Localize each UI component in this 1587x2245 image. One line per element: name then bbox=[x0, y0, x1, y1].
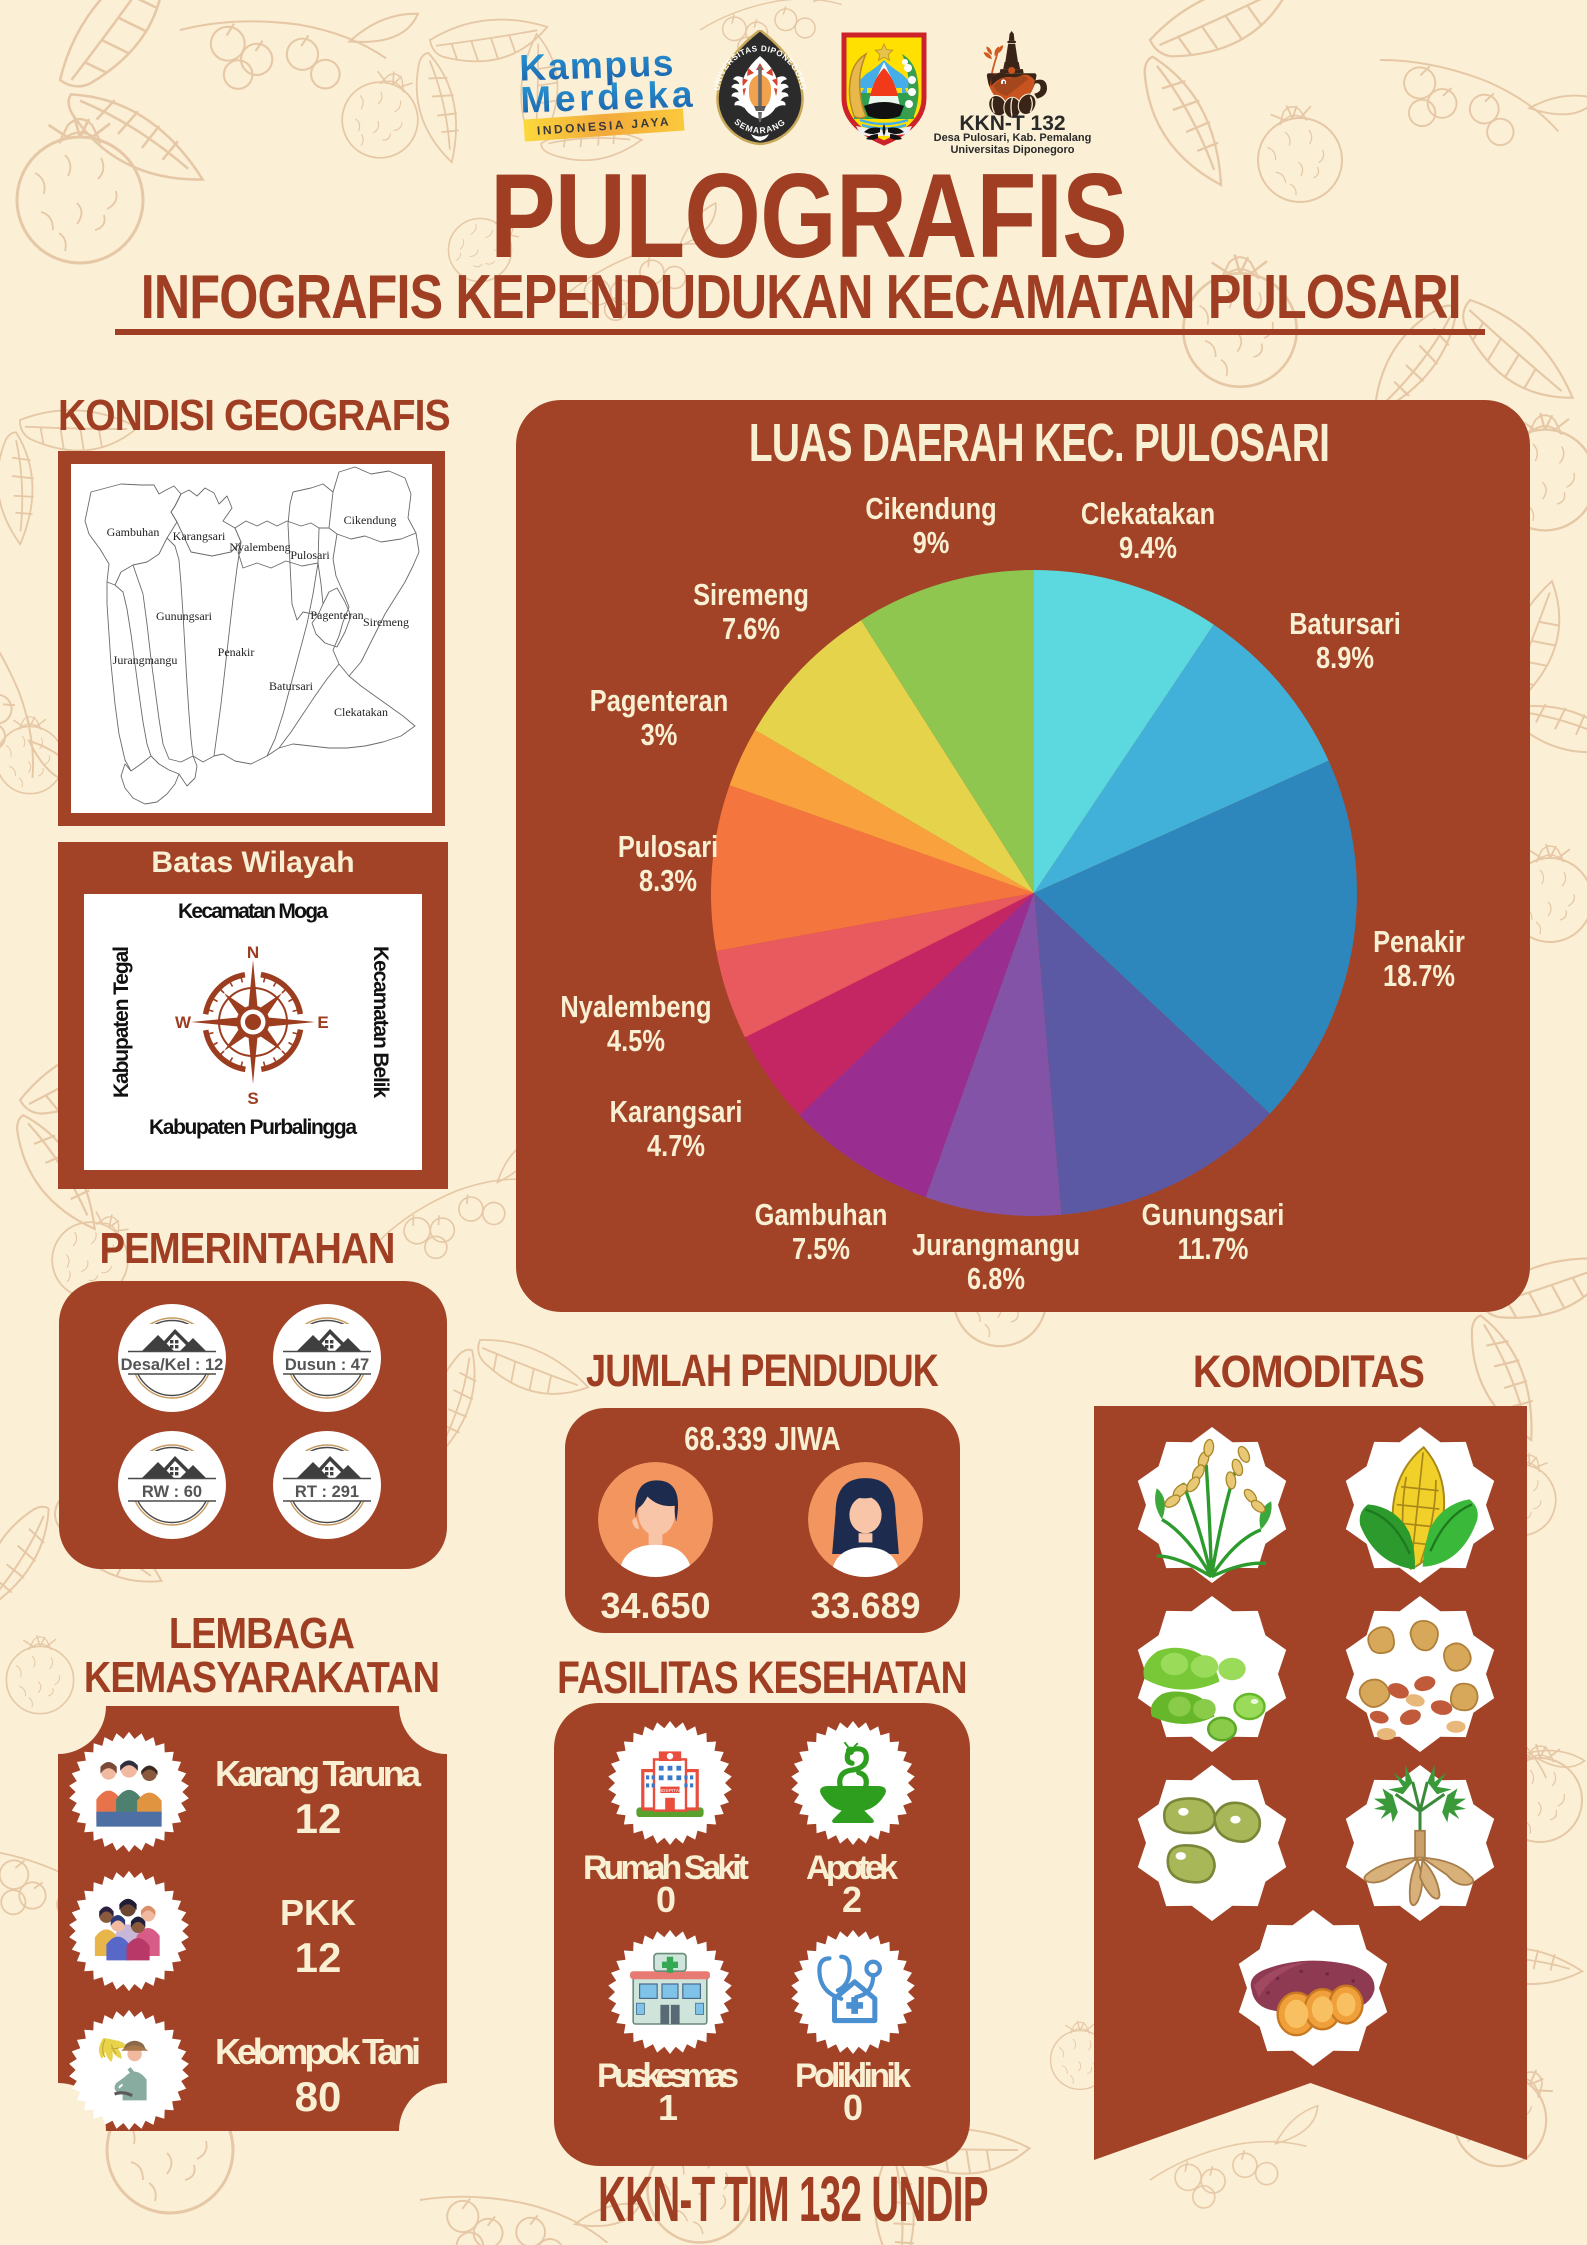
svg-text:12: 12 bbox=[295, 1934, 342, 1981]
svg-text:RW : 60: RW : 60 bbox=[142, 1483, 202, 1501]
svg-text:Penakir: Penakir bbox=[218, 645, 255, 659]
svg-text:E: E bbox=[317, 1013, 328, 1032]
svg-text:Rumah Sakit: Rumah Sakit bbox=[583, 1849, 749, 1887]
svg-text:Gunungsari: Gunungsari bbox=[156, 609, 213, 623]
svg-text:N: N bbox=[247, 943, 259, 962]
svg-text:PKK: PKK bbox=[280, 1892, 356, 1933]
svg-text:Pagenteran: Pagenteran bbox=[310, 608, 363, 622]
svg-text:2: 2 bbox=[842, 1879, 862, 1920]
svg-text:Kecamatan Moga: Kecamatan Moga bbox=[178, 900, 328, 923]
svg-text:0: 0 bbox=[656, 1879, 676, 1920]
svg-text:12: 12 bbox=[295, 1795, 342, 1842]
svg-text:HOSPITAL: HOSPITAL bbox=[658, 1788, 682, 1794]
svg-text:Kelompok Tani: Kelompok Tani bbox=[215, 2031, 421, 2072]
svg-text:Karang Taruna: Karang Taruna bbox=[215, 1753, 422, 1794]
svg-text:Nyalembeng: Nyalembeng bbox=[229, 540, 290, 554]
svg-text:Kabupaten Purbalingga: Kabupaten Purbalingga bbox=[149, 1116, 357, 1139]
svg-text:Pulosari: Pulosari bbox=[290, 548, 330, 562]
svg-text:Desa/Kel : 12: Desa/Kel : 12 bbox=[121, 1356, 224, 1374]
svg-text:80: 80 bbox=[295, 2073, 342, 2120]
svg-text:Jurangmangu: Jurangmangu bbox=[113, 653, 178, 667]
svg-text:Cikendung: Cikendung bbox=[344, 513, 397, 527]
svg-text:W: W bbox=[175, 1013, 192, 1032]
svg-text:1: 1 bbox=[658, 2087, 678, 2128]
svg-text:Clekatakan: Clekatakan bbox=[334, 705, 388, 719]
svg-text:Puskesmas: Puskesmas bbox=[597, 2057, 739, 2095]
svg-text:Dusun : 47: Dusun : 47 bbox=[285, 1356, 369, 1374]
svg-text:S: S bbox=[247, 1089, 258, 1108]
svg-text:Apotek: Apotek bbox=[806, 1849, 898, 1887]
svg-text:Batursari: Batursari bbox=[269, 679, 314, 693]
svg-text:RT : 291: RT : 291 bbox=[295, 1483, 359, 1501]
svg-text:0: 0 bbox=[843, 2087, 863, 2128]
svg-text:Siremeng: Siremeng bbox=[363, 615, 409, 629]
svg-text:Gambuhan: Gambuhan bbox=[107, 525, 160, 539]
svg-text:Karangsari: Karangsari bbox=[173, 529, 226, 543]
svg-text:Kecamatan Belik: Kecamatan Belik bbox=[369, 946, 392, 1098]
svg-text:Poliklinik: Poliklinik bbox=[795, 2057, 911, 2095]
svg-text:Kabupaten Tegal: Kabupaten Tegal bbox=[110, 946, 133, 1098]
